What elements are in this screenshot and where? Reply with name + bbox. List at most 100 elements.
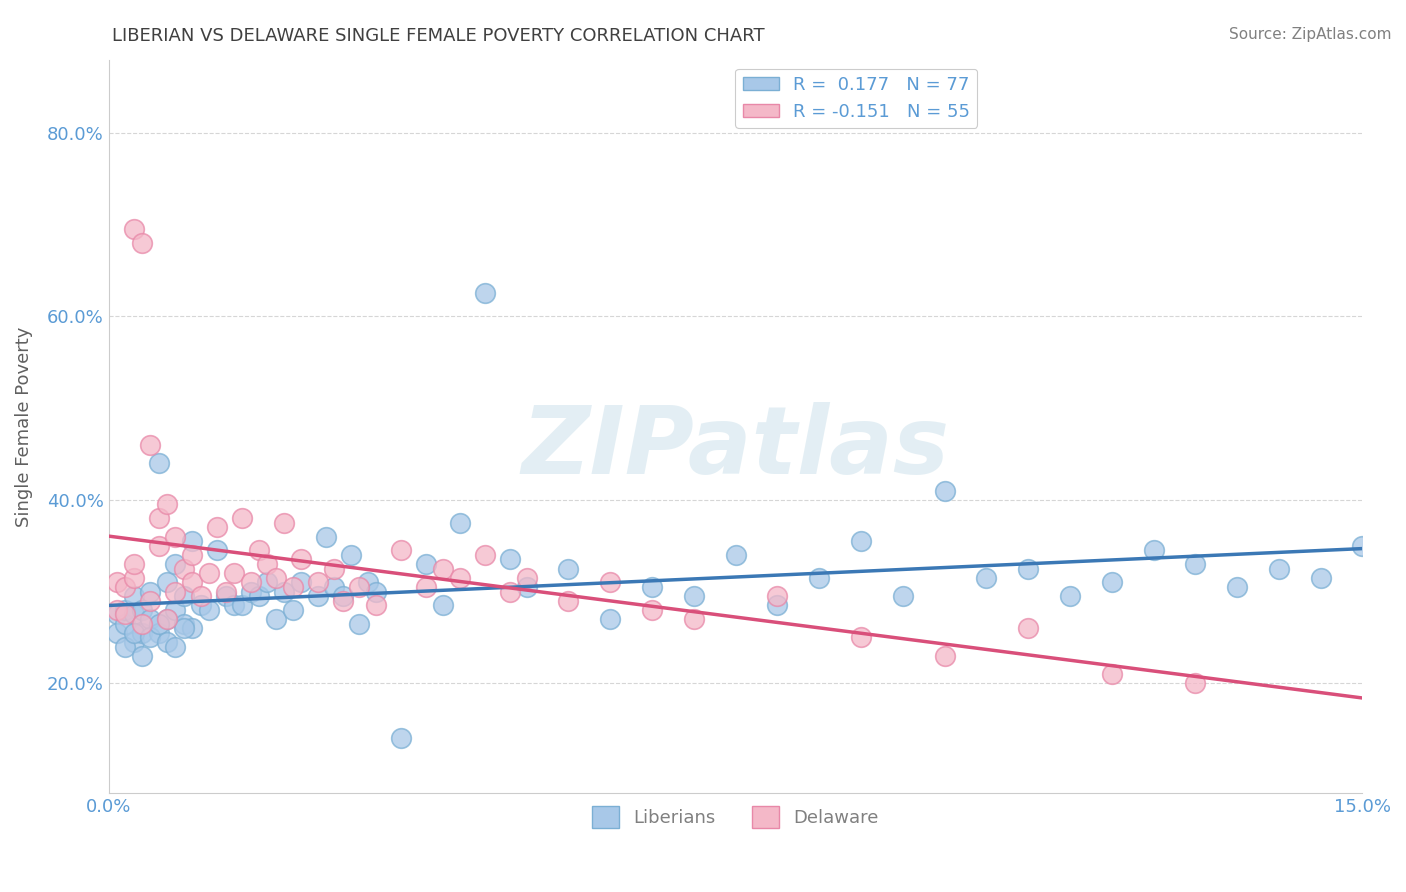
Point: [557, 561, 579, 575]
Point: [641, 580, 664, 594]
Text: Source: ZipAtlas.com: Source: ZipAtlas.com: [1229, 27, 1392, 42]
Point: [139, 612, 162, 626]
Point: [131, 235, 153, 250]
Point: [332, 593, 354, 607]
Point: [1101, 667, 1123, 681]
Point: [599, 575, 621, 590]
Point: [474, 286, 496, 301]
Point: [156, 635, 179, 649]
Point: [273, 584, 295, 599]
Point: [173, 561, 195, 575]
Point: [122, 635, 145, 649]
Point: [641, 603, 664, 617]
Point: [766, 599, 789, 613]
Point: [1184, 557, 1206, 571]
Point: [273, 516, 295, 530]
Point: [332, 589, 354, 603]
Point: [849, 631, 872, 645]
Point: [148, 625, 170, 640]
Point: [1142, 543, 1164, 558]
Point: [1017, 561, 1039, 575]
Point: [1059, 589, 1081, 603]
Point: [432, 561, 454, 575]
Point: [315, 529, 337, 543]
Point: [1309, 571, 1331, 585]
Point: [156, 575, 179, 590]
Point: [122, 222, 145, 236]
Point: [181, 548, 204, 562]
Point: [148, 539, 170, 553]
Point: [114, 580, 136, 594]
Point: [156, 612, 179, 626]
Point: [281, 580, 304, 594]
Point: [165, 557, 187, 571]
Point: [131, 625, 153, 640]
Point: [122, 571, 145, 585]
Point: [139, 438, 162, 452]
Point: [1184, 676, 1206, 690]
Point: [165, 584, 187, 599]
Point: [290, 575, 312, 590]
Point: [198, 566, 221, 581]
Point: [366, 599, 388, 613]
Point: [231, 599, 253, 613]
Point: [214, 589, 236, 603]
Point: [256, 575, 278, 590]
Point: [1351, 539, 1374, 553]
Point: [340, 548, 363, 562]
Point: [148, 616, 170, 631]
Point: [357, 575, 380, 590]
Point: [131, 616, 153, 631]
Legend: Liberians, Delaware: Liberians, Delaware: [585, 799, 886, 836]
Point: [122, 607, 145, 622]
Point: [247, 589, 270, 603]
Point: [499, 584, 522, 599]
Point: [976, 571, 998, 585]
Point: [323, 580, 346, 594]
Point: [474, 548, 496, 562]
Point: [349, 616, 371, 631]
Point: [131, 603, 153, 617]
Point: [307, 575, 329, 590]
Point: [682, 589, 704, 603]
Point: [198, 603, 221, 617]
Point: [766, 589, 789, 603]
Point: [231, 511, 253, 525]
Point: [190, 599, 212, 613]
Point: [173, 616, 195, 631]
Point: [349, 580, 371, 594]
Point: [516, 580, 538, 594]
Point: [1101, 575, 1123, 590]
Point: [849, 534, 872, 549]
Point: [1017, 621, 1039, 635]
Point: [264, 571, 287, 585]
Point: [165, 529, 187, 543]
Text: ZIPatlas: ZIPatlas: [522, 402, 949, 494]
Point: [389, 543, 412, 558]
Point: [366, 584, 388, 599]
Point: [307, 589, 329, 603]
Point: [891, 589, 914, 603]
Point: [114, 607, 136, 622]
Point: [165, 640, 187, 654]
Point: [449, 516, 471, 530]
Point: [173, 621, 195, 635]
Point: [499, 552, 522, 566]
Point: [934, 483, 956, 498]
Point: [173, 589, 195, 603]
Point: [105, 575, 128, 590]
Point: [105, 625, 128, 640]
Point: [139, 631, 162, 645]
Point: [114, 640, 136, 654]
Point: [122, 625, 145, 640]
Point: [415, 557, 437, 571]
Point: [599, 612, 621, 626]
Point: [449, 571, 471, 585]
Point: [122, 557, 145, 571]
Point: [1268, 561, 1291, 575]
Point: [105, 607, 128, 622]
Point: [323, 561, 346, 575]
Point: [181, 575, 204, 590]
Point: [156, 612, 179, 626]
Point: [114, 603, 136, 617]
